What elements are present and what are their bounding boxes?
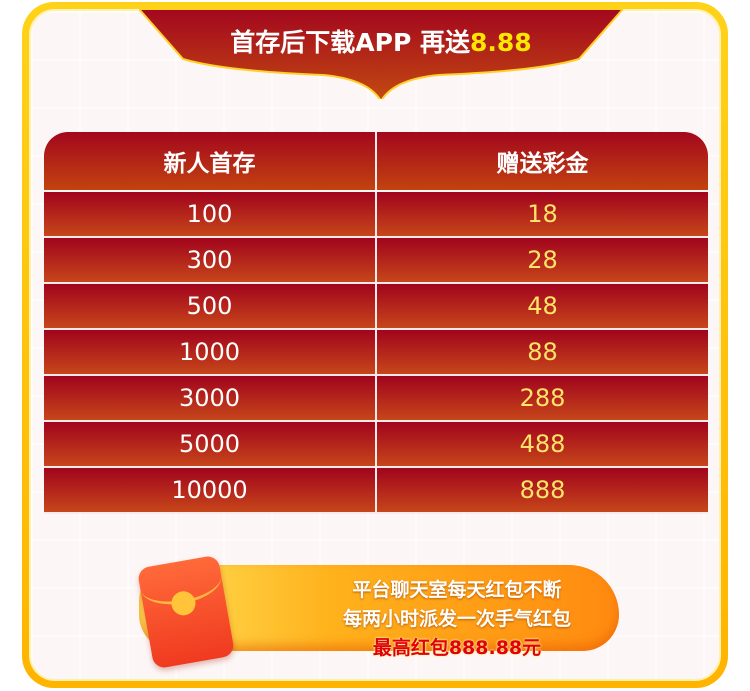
promo-line-3: 最高红包888.88元 [372, 637, 542, 659]
title-banner: 首存后下载APP 再送8.88 [139, 9, 623, 99]
bonus-cell: 18 [375, 192, 708, 236]
table-row: 100 18 [44, 192, 708, 238]
deposit-cell: 10000 [171, 476, 248, 504]
deposit-cell: 5000 [178, 430, 241, 458]
bonus-cell: 88 [375, 330, 708, 374]
deposit-cell: 500 [186, 292, 233, 320]
header-bonus: 赠送彩金 [375, 132, 708, 190]
bonus-cell: 288 [375, 376, 708, 420]
promo-line-2: 每两小时派发一次手气红包 [342, 608, 571, 630]
table-row: 500 48 [44, 284, 708, 330]
bonus-table: 新人首存 赠送彩金 100 18 300 28 500 48 1000 88 3000 288 50… [44, 132, 708, 514]
table-row: 1000 88 [44, 330, 708, 376]
promo-card: 首存后下载APP 再送8.88 新人首存 赠送彩金 100 18 300 28 500 4… [22, 2, 728, 688]
chatroom-promo-banner[interactable]: 平台聊天室每天红包不断 每两小时派发一次手气红包 最高红包888.88元 [119, 551, 625, 670]
deposit-cell: 100 [186, 200, 233, 228]
banner-shape [139, 9, 623, 99]
card-body: 首存后下载APP 再送8.88 新人首存 赠送彩金 100 18 300 28 500 4… [29, 9, 721, 681]
bonus-cell: 28 [375, 238, 708, 282]
banner-title-text: 首存后下载APP 再送 [230, 28, 470, 57]
banner-title: 首存后下载APP 再送8.88 [139, 23, 623, 59]
header-deposit: 新人首存 [163, 151, 256, 177]
table-row: 5000 488 [44, 422, 708, 468]
banner-title-amount: 8.88 [470, 28, 532, 57]
promo-line-1: 平台聊天室每天红包不断 [352, 579, 562, 601]
bonus-cell: 48 [375, 284, 708, 328]
table-header: 新人首存 赠送彩金 [44, 132, 708, 190]
deposit-cell: 300 [186, 246, 233, 274]
bonus-cell: 488 [375, 422, 708, 466]
red-envelope-icon [136, 554, 236, 670]
deposit-cell: 1000 [178, 338, 241, 366]
table-row: 10000 888 [44, 468, 708, 514]
deposit-cell: 3000 [178, 384, 241, 412]
table-row: 3000 288 [44, 376, 708, 422]
table-row: 300 28 [44, 238, 708, 284]
bonus-cell: 888 [375, 468, 708, 512]
